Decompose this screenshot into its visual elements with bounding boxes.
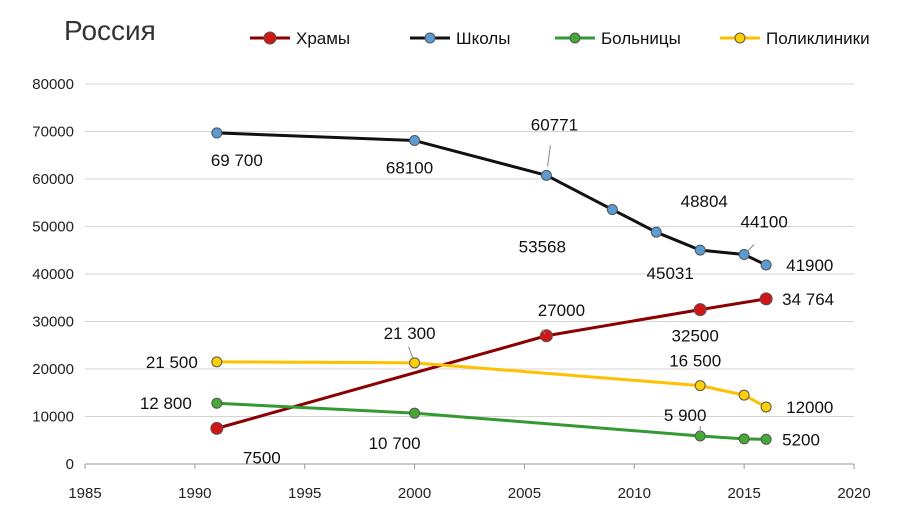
data-point (759, 292, 773, 306)
data-point (738, 249, 750, 261)
y-tick-label: 10000 (32, 409, 74, 426)
data-label: 21 300 (384, 324, 436, 343)
data-point (650, 226, 662, 238)
leader-line (408, 346, 414, 359)
x-tick-label: 2005 (508, 485, 541, 502)
legend-label-4: Поликлиники (766, 29, 870, 48)
y-tick-label: 70000 (32, 124, 74, 141)
data-point (211, 356, 223, 368)
data-point (211, 127, 223, 139)
data-point (211, 397, 223, 409)
data-label: 53568 (519, 238, 566, 257)
y-tick-label: 50000 (32, 219, 74, 236)
legend-marker-4 (734, 32, 746, 44)
data-point (760, 401, 772, 413)
data-label: 12000 (786, 398, 833, 417)
grid (85, 83, 854, 465)
data-label: 12 800 (140, 394, 192, 413)
legend-label-2: Школы (456, 29, 510, 48)
y-tick-label: 80000 (32, 76, 74, 93)
axes: 0 10000 20000 30000 40000 50000 60000 70000 8000… (32, 76, 870, 502)
x-tick-label: 2010 (618, 485, 651, 502)
x-tick-label: 1995 (288, 485, 321, 502)
data-labels: 7500 27000 32500 34 764 69 700 68100 60771 5356… (140, 115, 834, 467)
series-lines (210, 127, 773, 445)
y-tick-label: 0 (66, 456, 74, 473)
legend-label-3: Больницы (601, 29, 681, 48)
data-label: 32500 (672, 327, 719, 346)
data-point (760, 259, 772, 271)
data-label: 44100 (741, 213, 788, 232)
data-label: 21 500 (146, 353, 198, 372)
legend-marker-3 (569, 32, 581, 44)
y-tick-label: 20000 (32, 361, 74, 378)
data-label: 10 700 (369, 434, 421, 453)
data-label: 5200 (782, 430, 820, 449)
leader-line (746, 244, 755, 252)
chart-title: Россия (64, 15, 156, 46)
x-tick-label: 2015 (727, 485, 760, 502)
x-tick-label: 2000 (398, 485, 431, 502)
data-label: 60771 (531, 115, 578, 134)
legend-marker-2 (424, 32, 436, 44)
data-label: 27000 (538, 301, 585, 320)
leader-line (541, 329, 546, 335)
data-label: 5 900 (664, 406, 707, 425)
y-tick-label: 30000 (32, 314, 74, 331)
legend-label-1: Храмы (296, 29, 350, 48)
x-tick-label: 2020 (837, 485, 870, 502)
data-label: 68100 (386, 159, 433, 178)
series-line-2 (216, 131, 767, 267)
data-point (606, 204, 618, 216)
data-point (210, 421, 224, 435)
data-label: 7500 (243, 448, 281, 467)
data-label: 48804 (681, 192, 728, 211)
legend-marker-1 (263, 31, 277, 45)
data-point (409, 135, 421, 147)
data-label: 41900 (786, 256, 833, 275)
data-label: 16 500 (669, 352, 721, 371)
y-tick-label: 60000 (32, 171, 74, 188)
data-point (760, 433, 772, 445)
data-point (539, 329, 553, 343)
data-point (540, 169, 552, 181)
data-point (409, 357, 421, 369)
legend: Храмы Школы Больницы Поликлиники (250, 29, 870, 48)
data-point (738, 433, 750, 445)
data-point (738, 389, 750, 401)
data-point (693, 303, 707, 317)
data-point (694, 380, 706, 392)
y-tick-label: 40000 (32, 266, 74, 283)
x-tick-label: 1990 (178, 485, 211, 502)
data-label: 34 764 (782, 290, 834, 309)
series-line-1 (216, 297, 767, 430)
data-point (694, 244, 706, 256)
data-point (409, 407, 421, 419)
data-label: 45031 (647, 264, 694, 283)
leader-line (547, 145, 551, 167)
data-label: 69 700 (211, 151, 263, 170)
x-tick-label: 1985 (68, 485, 101, 502)
